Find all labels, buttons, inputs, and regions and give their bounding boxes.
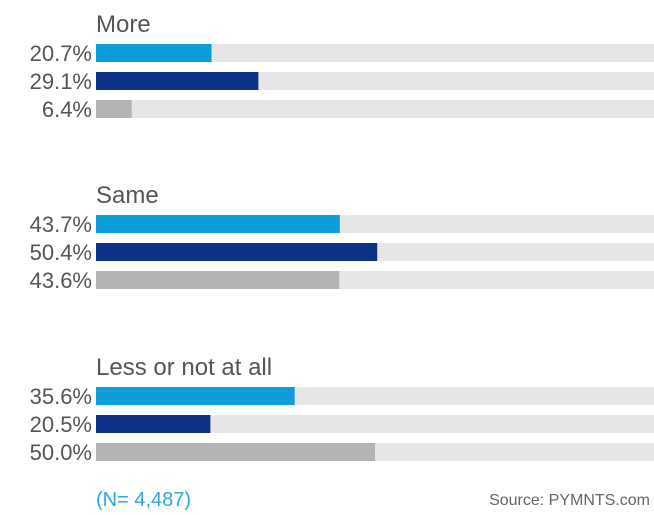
value-label: 6.4% (42, 97, 92, 122)
bar (96, 243, 378, 261)
bar (96, 100, 132, 118)
bar (96, 387, 295, 405)
group-label: More (96, 11, 151, 38)
bar (96, 44, 212, 62)
bar (96, 215, 340, 233)
group-label: Less or not at all (96, 354, 272, 381)
bar (96, 415, 211, 433)
value-label: 43.7% (30, 212, 92, 237)
value-label: 50.4% (30, 240, 92, 265)
bar (96, 443, 375, 461)
value-label: 20.7% (30, 41, 92, 66)
bar (96, 271, 340, 289)
group-label: Same (96, 182, 159, 209)
sample-size-note: (N= 4,487) (96, 489, 192, 511)
value-label: 50.0% (30, 440, 92, 465)
source-note: Source: PYMNTS.com (489, 492, 650, 509)
value-label: 35.6% (30, 384, 92, 409)
bar-track (96, 415, 654, 433)
bar (96, 72, 259, 90)
bar-track (96, 100, 654, 118)
value-label: 43.6% (30, 268, 92, 293)
value-label: 29.1% (30, 69, 92, 94)
value-label: 20.5% (30, 412, 92, 437)
bar-track (96, 44, 654, 62)
